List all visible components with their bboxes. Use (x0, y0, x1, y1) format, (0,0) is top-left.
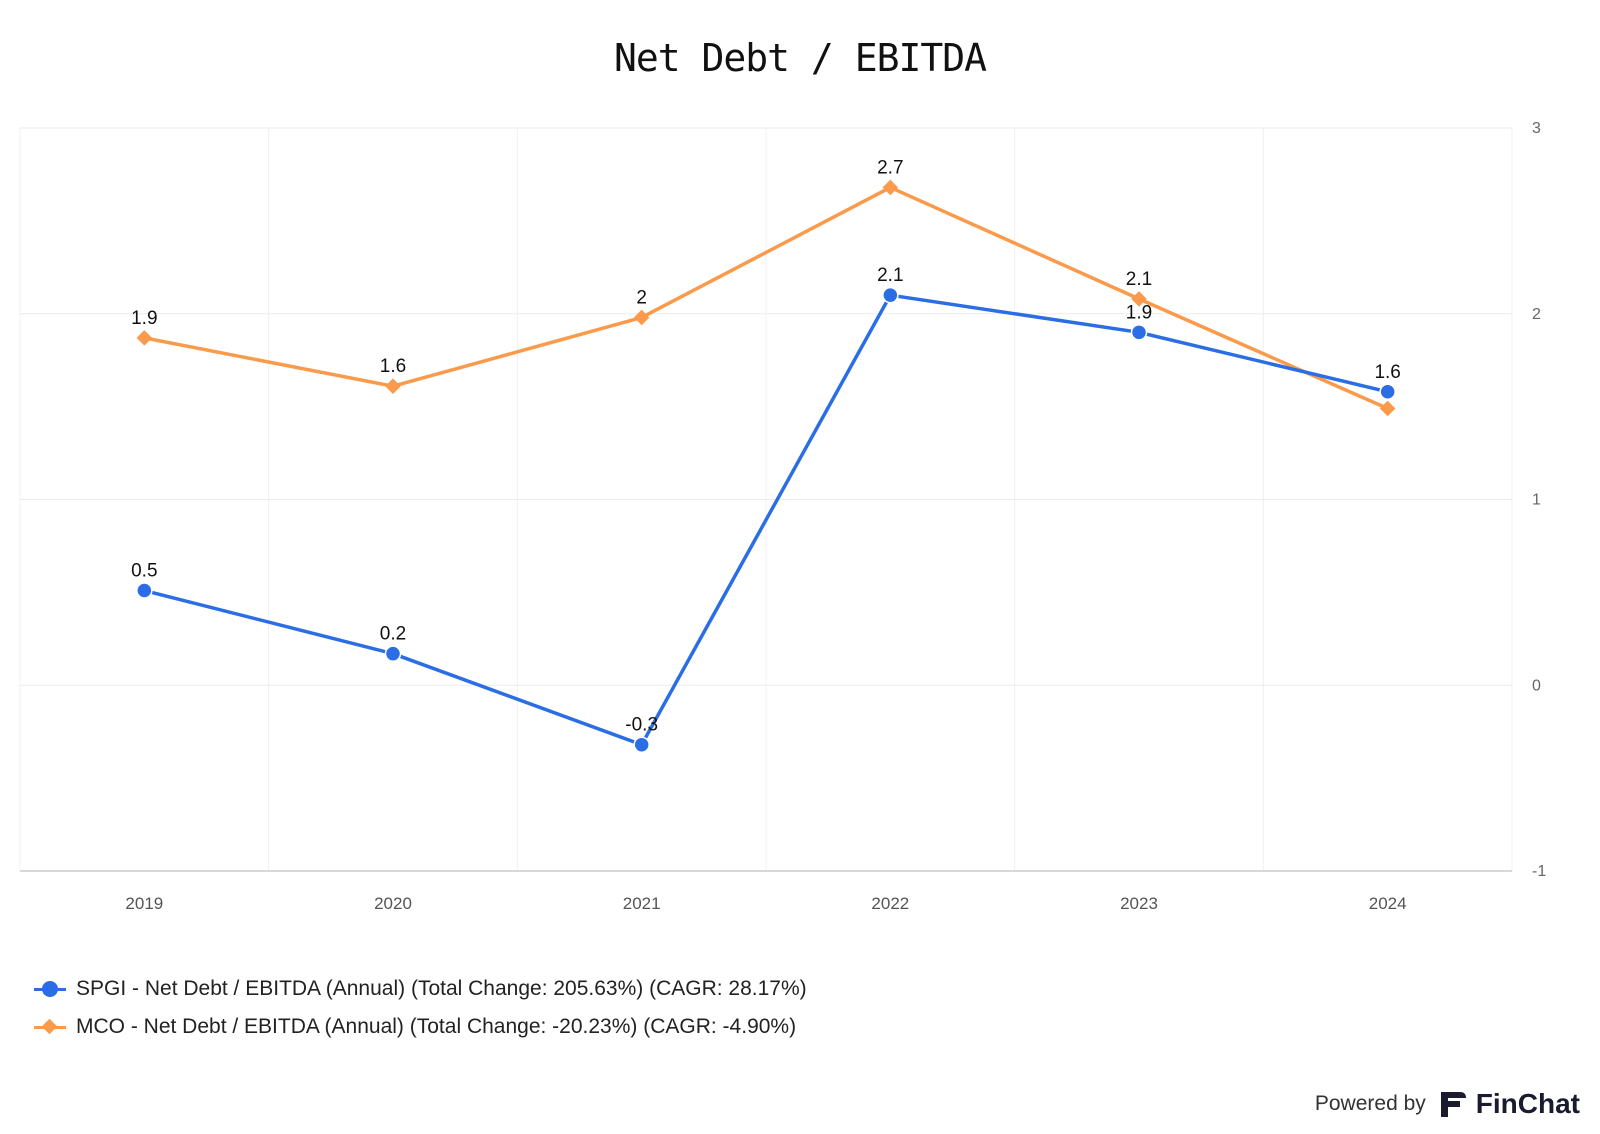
legend-swatch-spgi (34, 979, 66, 999)
data-point-spgi (633, 736, 650, 753)
data-point-spgi (882, 286, 899, 304)
data-label-mco: 1.9 (131, 308, 157, 329)
legend-item-mco[interactable]: MCO - Net Debt / EBITDA (Annual) (Total … (34, 1008, 807, 1046)
x-tick-label: 2019 (125, 894, 163, 913)
data-point-mco (1131, 291, 1147, 307)
legend-label-mco: MCO - Net Debt / EBITDA (Annual) (Total … (76, 1015, 797, 1038)
data-label-mco: 2.1 (1126, 269, 1152, 290)
x-tick-label: 2022 (871, 894, 909, 913)
x-tick-label: 2023 (1120, 894, 1158, 913)
footer-attribution: Powered by FinChat (1315, 1088, 1580, 1120)
data-label-mco: 2.7 (877, 157, 903, 178)
data-point-spgi (384, 645, 402, 662)
brand-name: FinChat (1475, 1088, 1580, 1119)
data-label-spgi: 0.5 (131, 561, 157, 582)
series-line-spgi (143, 293, 1389, 747)
y-tick-label: 0 (1532, 677, 1541, 694)
data-point-mco (136, 330, 153, 346)
data-label-spgi: 1.6 (1374, 362, 1400, 383)
data-point-spgi (1379, 383, 1396, 401)
y-tick-label: -1 (1532, 863, 1546, 880)
y-tick-label: 2 (1532, 306, 1541, 323)
data-label-spgi: 1.9 (1126, 302, 1152, 323)
data-label-mco: 1.6 (380, 356, 406, 377)
x-tick-label: 2024 (1369, 894, 1407, 913)
x-tick-label: 2020 (374, 894, 412, 913)
data-label-spgi: 2.1 (877, 265, 903, 286)
series-line-mco (143, 185, 1389, 411)
data-point-mco (882, 179, 899, 196)
data-label-spgi: 0.2 (380, 624, 406, 645)
data-label-mco: 2 (636, 287, 647, 308)
x-tick-label: 2021 (623, 894, 661, 913)
data-point-mco (633, 309, 650, 326)
data-point-mco (385, 378, 401, 394)
chart-legend: SPGI - Net Debt / EBITDA (Annual) (Total… (34, 970, 807, 1046)
powered-by-text: Powered by (1314, 1092, 1426, 1115)
data-point-mco (1379, 400, 1396, 417)
chart-title: Net Debt / EBITDA (614, 36, 987, 80)
line-chart: 3 2 1 0 -1 2019 2020 2021 2022 2023 2024 1.9 1.6 2 2.7… (19, 120, 1546, 913)
data-point-spgi (136, 582, 153, 599)
y-tick-label: 1 (1532, 492, 1541, 509)
legend-swatch-mco (34, 1017, 66, 1037)
data-point-spgi (1130, 324, 1148, 341)
legend-label-spgi: SPGI - Net Debt / EBITDA (Annual) (Total… (76, 977, 807, 1000)
data-label-spgi: -0.3 (625, 715, 658, 736)
legend-item-spgi[interactable]: SPGI - Net Debt / EBITDA (Annual) (Total… (34, 970, 807, 1008)
y-tick-label: 3 (1532, 120, 1541, 137)
finchat-logo-icon (1440, 1092, 1466, 1117)
